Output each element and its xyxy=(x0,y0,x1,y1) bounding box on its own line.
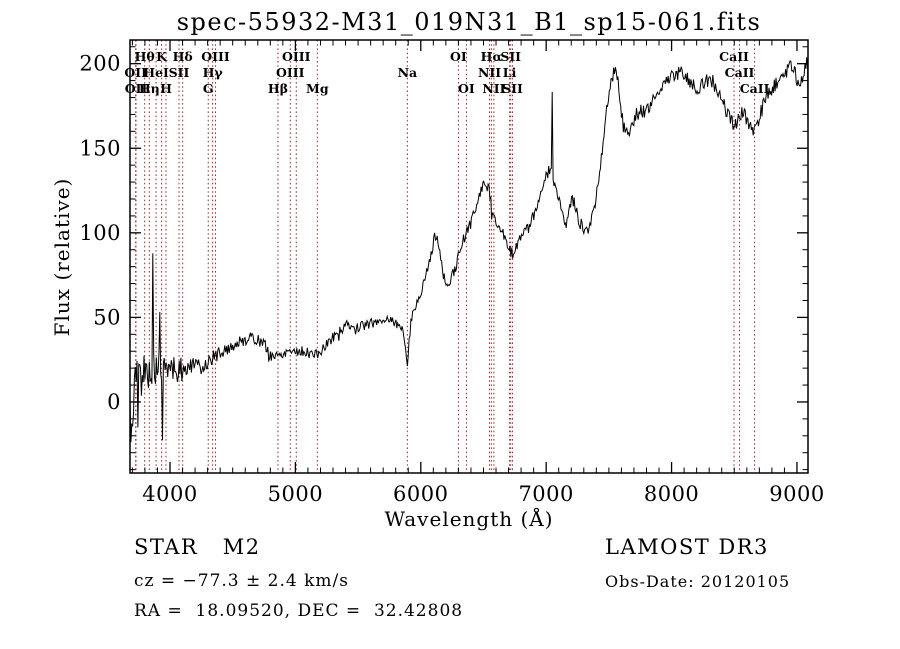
spectral-line-label: OIII xyxy=(282,49,311,64)
spectral-line-label: Hβ xyxy=(268,81,288,96)
spectral-line-label: OI xyxy=(458,81,475,96)
plot-frame xyxy=(129,39,809,474)
spectral-line-label: HeI xyxy=(143,65,169,80)
spectral-line-label: OIII xyxy=(201,49,230,64)
x-tick-label: 4000 xyxy=(142,482,197,506)
spectral-line-label: Hθ xyxy=(135,49,155,64)
spectral-line-label: K xyxy=(156,49,168,64)
spectral-line-label: Hα xyxy=(481,49,503,64)
radial-velocity-text: cz = −77.3 ± 2.4 km/s xyxy=(134,571,349,591)
spectral-line-label: OII xyxy=(124,65,147,80)
spectral-line-label: NII xyxy=(482,81,505,96)
spectral-line-label: G xyxy=(203,81,214,96)
x-tick-label: 5000 xyxy=(268,482,323,506)
x-tick-label: 7000 xyxy=(518,482,573,506)
y-tick-label: 150 xyxy=(79,136,121,160)
plot-title: spec-55932-M31_019N31_B1_sp15-061.fits xyxy=(176,8,762,36)
spectral-line-label: Na xyxy=(398,65,418,80)
spectral-line-label: SII xyxy=(500,49,521,64)
object-class-text: STAR M2 xyxy=(134,535,261,559)
y-tick-label: 100 xyxy=(79,221,121,245)
survey-name-text: LAMOST DR3 xyxy=(605,535,769,559)
spectral-line-label: OI xyxy=(450,49,467,64)
x-tick-label: 8000 xyxy=(644,482,699,506)
spectral-line-label: NII xyxy=(478,65,501,80)
obs-date-text: Obs-Date: 20120105 xyxy=(605,572,791,591)
y-tick-label: 0 xyxy=(107,390,121,414)
spectrum-trace xyxy=(130,57,808,443)
x-tick-label: 6000 xyxy=(393,482,448,506)
spectral-line-label: CaII xyxy=(725,65,755,80)
y-tick-label: 50 xyxy=(93,305,121,329)
coordinates-text: RA = 18.09520, DEC = 32.42808 xyxy=(134,601,464,621)
spectral-line-label: Mg xyxy=(306,81,329,96)
spectral-line-label: CaII xyxy=(719,49,749,64)
spectral-line-label: OII xyxy=(125,81,148,96)
spectral-line-label: Li xyxy=(503,65,517,80)
x-tick-label: 9000 xyxy=(769,482,824,506)
spectral-line-label: Hδ xyxy=(173,49,193,64)
x-axis-label: Wavelength (Å) xyxy=(384,507,554,531)
y-tick-label: 200 xyxy=(79,52,121,76)
spectral-line-label: Hγ xyxy=(203,65,224,80)
spectral-line-label: SII xyxy=(502,81,523,96)
spectral-line-label: Hη xyxy=(139,81,160,96)
spectral-line-label: SII xyxy=(169,65,190,80)
spectral-line-label: H xyxy=(160,81,172,96)
spectral-line-label: OIII xyxy=(276,65,305,80)
spectral-line-label: CaII xyxy=(740,81,770,96)
